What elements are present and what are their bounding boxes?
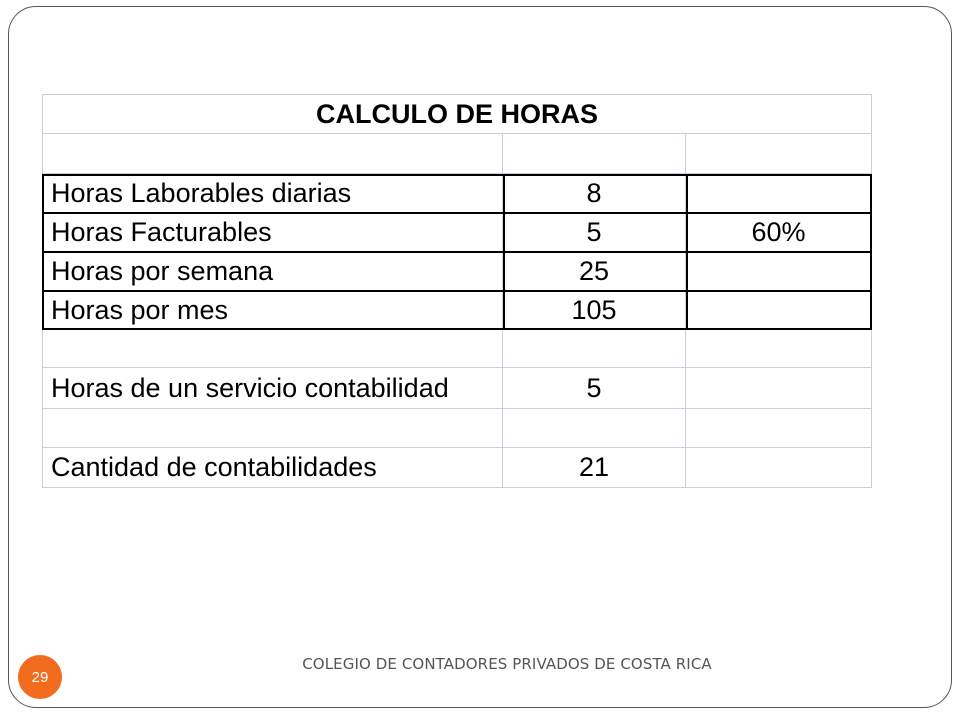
table-row: Horas Facturables 5 60% bbox=[42, 213, 872, 252]
table-row bbox=[42, 330, 872, 368]
table-row: Horas Laborables diarias 8 bbox=[42, 174, 872, 213]
row-value: 105 bbox=[503, 291, 686, 330]
footer-organization: COLEGIO DE CONTADORES PRIVADOS DE COSTA … bbox=[302, 655, 712, 673]
block-divider bbox=[42, 290, 872, 292]
table-title-row: CALCULO DE HORAS bbox=[42, 94, 872, 134]
row-value: 21 bbox=[503, 448, 686, 488]
row-extra bbox=[686, 252, 872, 291]
table-row: Horas por semana 25 bbox=[42, 252, 872, 291]
row-label bbox=[42, 134, 503, 174]
page-number-badge: 29 bbox=[18, 655, 62, 699]
row-value bbox=[503, 134, 686, 174]
row-label bbox=[42, 409, 503, 448]
row-percentage: 60% bbox=[686, 213, 872, 252]
slide-frame bbox=[8, 6, 952, 708]
row-label: Horas por mes bbox=[42, 291, 503, 330]
row-label: Cantidad de contabilidades bbox=[42, 448, 503, 488]
hours-calculation-table: CALCULO DE HORAS Horas Laborables diaria… bbox=[42, 94, 872, 488]
table-row bbox=[42, 409, 872, 448]
row-value bbox=[503, 409, 686, 448]
table-title: CALCULO DE HORAS bbox=[42, 94, 872, 134]
row-extra bbox=[686, 448, 872, 488]
row-value bbox=[503, 330, 686, 368]
row-label: Horas Facturables bbox=[42, 213, 503, 252]
row-extra bbox=[686, 368, 872, 409]
row-label: Horas Laborables diarias bbox=[42, 174, 503, 213]
row-value: 25 bbox=[503, 252, 686, 291]
block-divider bbox=[42, 251, 872, 253]
row-label: Horas de un servicio contabilidad bbox=[42, 368, 503, 409]
table-row: Horas de un servicio contabilidad 5 bbox=[42, 368, 872, 409]
row-label: Horas por semana bbox=[42, 252, 503, 291]
row-extra bbox=[686, 134, 872, 174]
row-extra bbox=[686, 174, 872, 213]
row-extra bbox=[686, 409, 872, 448]
row-value: 5 bbox=[503, 213, 686, 252]
row-label bbox=[42, 330, 503, 368]
block-divider bbox=[42, 212, 872, 214]
row-extra bbox=[686, 330, 872, 368]
table-row: Cantidad de contabilidades 21 bbox=[42, 448, 872, 488]
row-value: 5 bbox=[503, 368, 686, 409]
table-row: Horas por mes 105 bbox=[42, 291, 872, 330]
row-value: 8 bbox=[503, 174, 686, 213]
table-row bbox=[42, 134, 872, 174]
row-extra bbox=[686, 291, 872, 330]
